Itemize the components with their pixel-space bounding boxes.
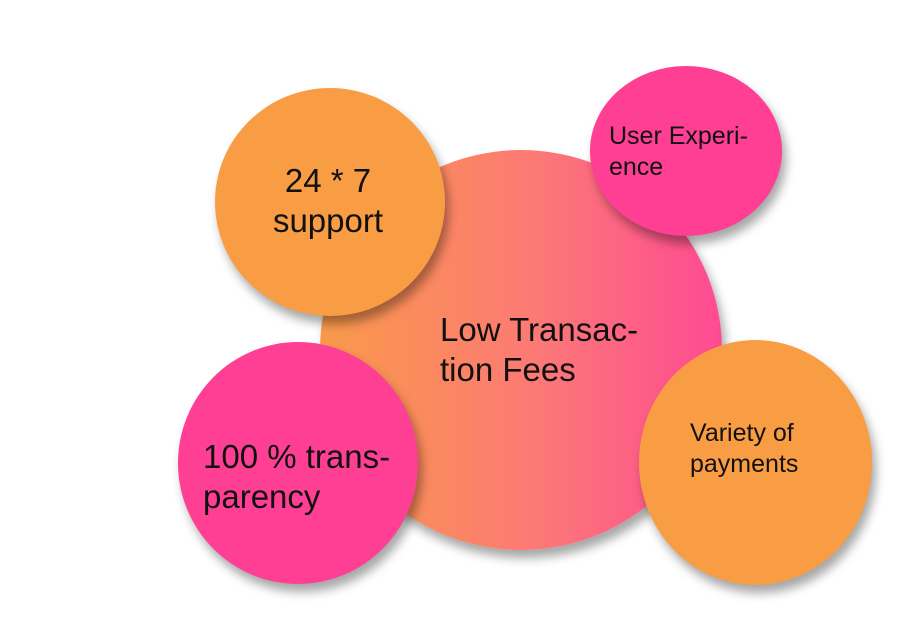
support-label-line1: 24 * 7 (284, 162, 372, 199)
transparency-bubble (178, 342, 418, 584)
user-experience-bubble (590, 66, 782, 236)
center-label-line2: tion Fees (440, 351, 576, 389)
variety-bubble (639, 340, 872, 585)
transparency-label-line2: parency (203, 478, 321, 516)
variety-bubble-label: Variety of payments (690, 418, 798, 479)
center-label-line1: Low Transac- (440, 311, 639, 348)
center-bubble-label: Low Transac- tion Fees (440, 310, 638, 391)
user-experience-label-line1: User Experi- (609, 122, 748, 150)
variety-label-line2: payments (690, 449, 799, 478)
variety-label-line1: Variety of (690, 419, 794, 447)
support-label-line2: support (272, 202, 384, 240)
user-experience-label-line2: ence (609, 152, 664, 181)
support-bubble-label: 24 * 7 support (266, 161, 390, 242)
user-experience-bubble-label: User Experi- ence (609, 121, 748, 182)
transparency-bubble-label: 100 % trans- parency (203, 437, 390, 518)
support-bubble (215, 88, 445, 316)
transparency-label-line1: 100 % trans- (203, 438, 391, 475)
